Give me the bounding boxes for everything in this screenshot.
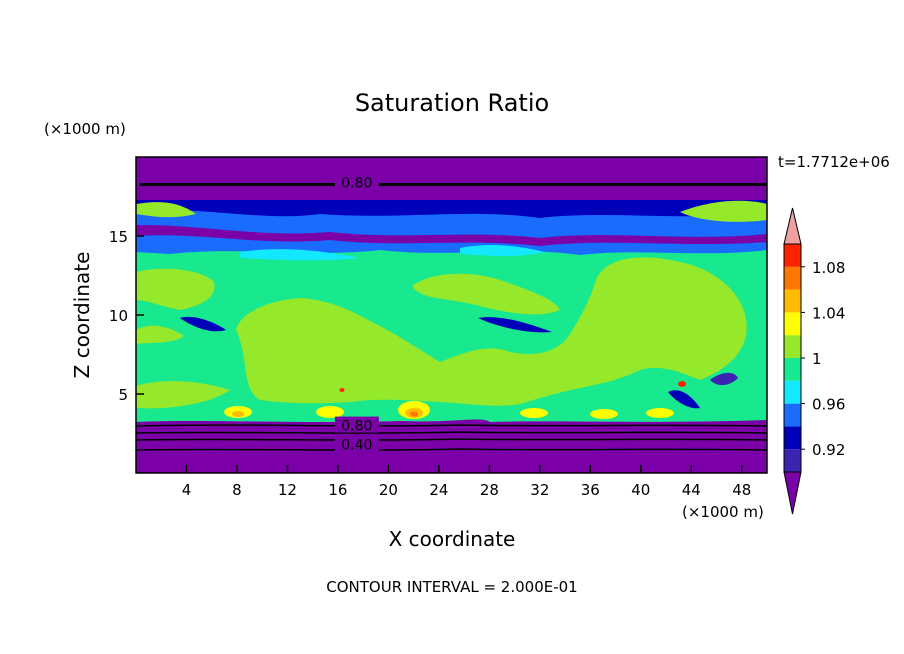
colorbar-segment bbox=[784, 312, 801, 336]
colorbar-segment bbox=[784, 289, 801, 313]
colorbar-segment bbox=[784, 244, 801, 267]
colorbar-tick-label: 0.96 bbox=[812, 396, 845, 414]
colorbar-tick-label: 1 bbox=[812, 350, 822, 368]
chart-title: Saturation Ratio bbox=[355, 89, 549, 117]
x-tick-label: 16 bbox=[328, 481, 347, 499]
x-axis: 4 8 12 16 20 24 28 32 36 40 44 48 bbox=[182, 465, 751, 499]
colorbar-segment bbox=[784, 358, 801, 381]
colorbar-segment bbox=[784, 335, 801, 358]
contour-interval-note: CONTOUR INTERVAL = 2.000E-01 bbox=[326, 578, 577, 596]
x-tick-label: 28 bbox=[480, 481, 499, 499]
colorbar-tick-label: 1.04 bbox=[812, 304, 845, 322]
y-axis-label: Z coordinate bbox=[70, 252, 94, 379]
x-tick-label: 36 bbox=[581, 481, 600, 499]
y-unit-label: (×1000 m) bbox=[44, 120, 126, 138]
y-axis: 5 10 15 bbox=[109, 228, 144, 404]
contour-label-bg bbox=[334, 416, 379, 433]
y-tick-label: 15 bbox=[109, 228, 128, 246]
colorbar: 0.92 0.96 1 1.04 1.08 bbox=[783, 207, 845, 515]
x-tick-label: 12 bbox=[278, 481, 297, 499]
contour-label-group: 0.80 0.80 0.40 bbox=[334, 173, 379, 454]
x-tick-label: 8 bbox=[232, 481, 242, 499]
contour-label: 0.40 bbox=[341, 438, 372, 454]
contour-label: 0.80 bbox=[341, 419, 372, 435]
colorbar-tick-label: 1.08 bbox=[812, 259, 845, 277]
colorbar-segment bbox=[784, 403, 801, 427]
x-unit-label: (×1000 m) bbox=[682, 503, 764, 521]
x-tick-label: 32 bbox=[530, 481, 549, 499]
y-tick-label: 5 bbox=[118, 386, 128, 404]
x-tick-label: 48 bbox=[732, 481, 751, 499]
colorbar-segment bbox=[784, 426, 801, 450]
x-tick-label: 20 bbox=[379, 481, 398, 499]
colorbar-tick-label: 0.92 bbox=[812, 441, 845, 459]
contour-label-bg bbox=[334, 173, 379, 190]
colorbar-upper-extension bbox=[783, 207, 802, 245]
contour-label-bg bbox=[334, 435, 379, 452]
contour-field bbox=[136, 157, 767, 473]
colorbar-segment bbox=[784, 266, 801, 290]
contour-label: 0.80 bbox=[341, 175, 372, 191]
x-tick-label: 44 bbox=[682, 481, 701, 499]
x-axis-label: X coordinate bbox=[389, 527, 516, 551]
x-tick-label: 4 bbox=[182, 481, 192, 499]
x-tick-label: 40 bbox=[631, 481, 650, 499]
y-tick-label: 10 bbox=[109, 307, 128, 325]
x-tick-label: 24 bbox=[429, 481, 448, 499]
colorbar-lower-extension bbox=[783, 471, 802, 515]
time-label: t=1.7712e+06 bbox=[778, 153, 890, 171]
colorbar-segment bbox=[784, 380, 801, 404]
colorbar-segment bbox=[784, 449, 801, 472]
